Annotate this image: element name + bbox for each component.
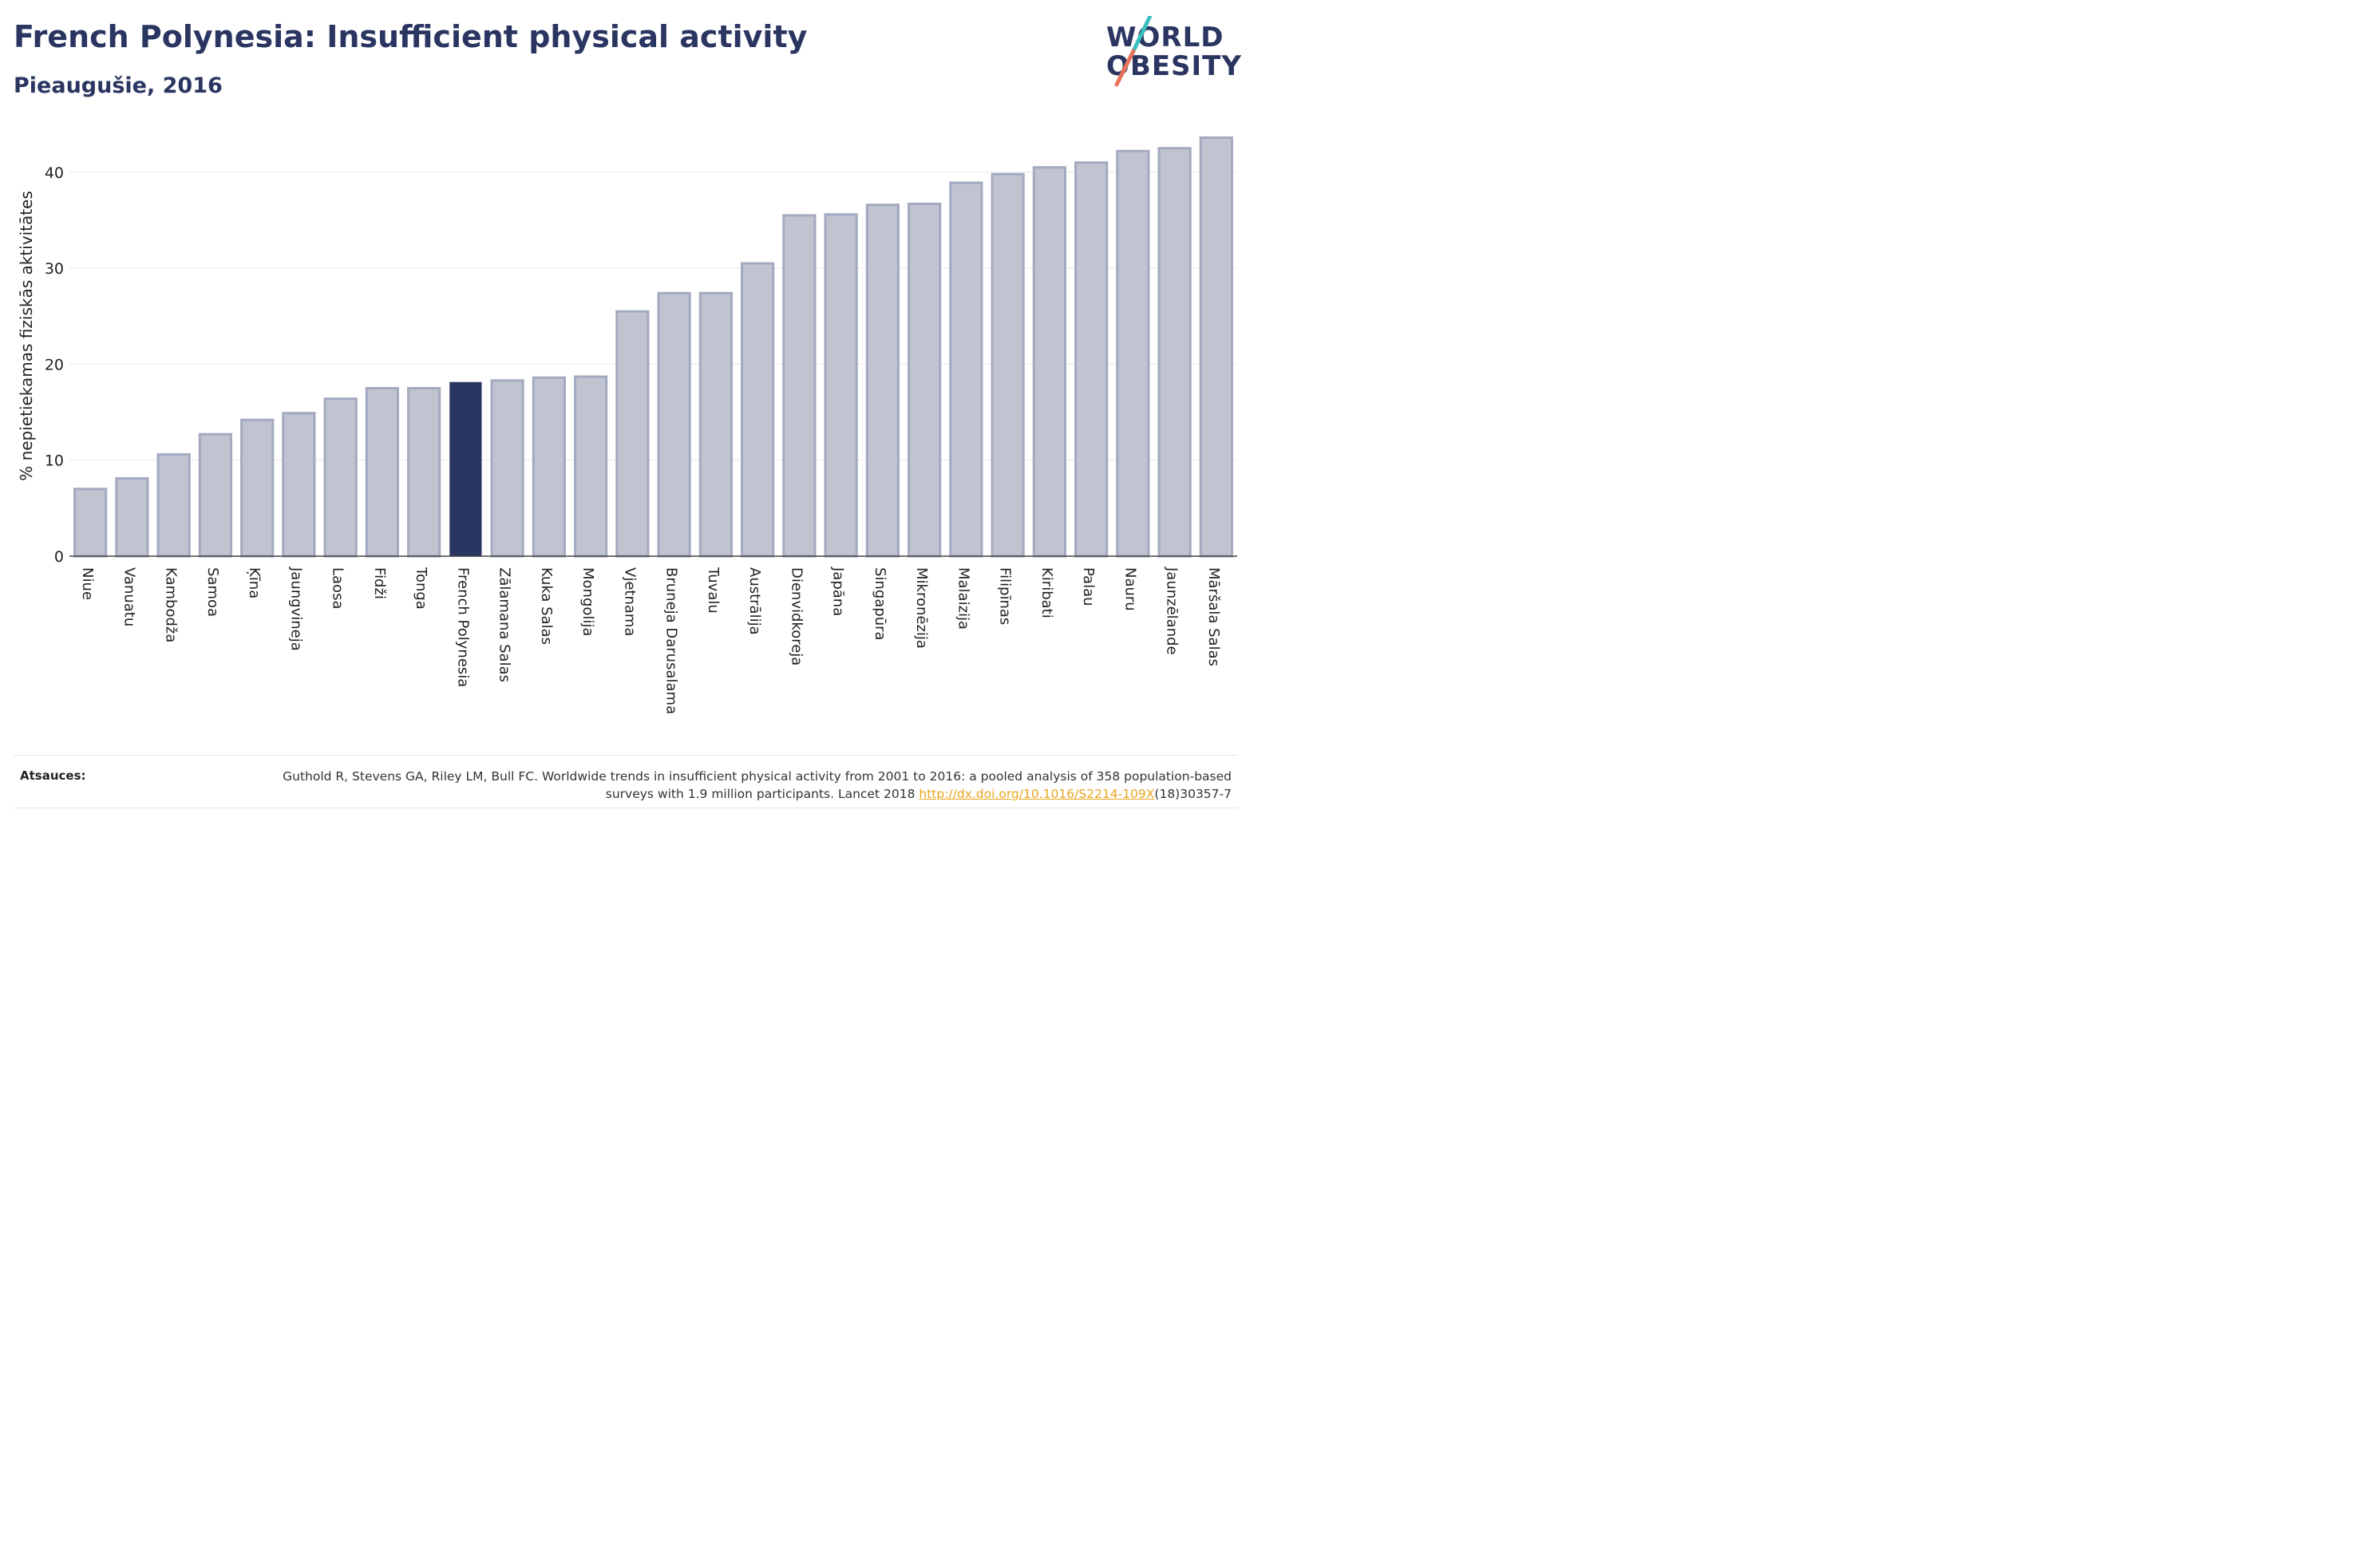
bar: [698, 291, 733, 558]
bars: [73, 136, 1233, 558]
y-axis-label: % nepietiekamas fiziskās aktivitātes: [17, 191, 36, 481]
bar: [365, 386, 399, 558]
bar: [1157, 147, 1192, 558]
y-tick-label: 30: [45, 260, 64, 278]
bar: [490, 379, 524, 558]
x-tick-label: Māršala Salas: [1205, 567, 1222, 666]
x-tick-label: Vanuatu: [121, 567, 137, 626]
bar-highlighted: [449, 381, 482, 557]
bar: [1074, 161, 1109, 558]
x-tick-label: Kiribati: [1038, 567, 1055, 618]
x-tick-label: Samoa: [204, 567, 221, 617]
chart-title: French Polynesia: Insufficient physical …: [14, 19, 808, 54]
x-tick-label: Zālamana Salas: [496, 567, 513, 682]
x-tick-label: Mongolija: [579, 567, 596, 636]
x-tick-label: Palau: [1080, 567, 1097, 606]
sources-doi-link[interactable]: http://dx.doi.org/10.1016/S2214-109X: [919, 787, 1155, 801]
x-tick-label: Austrālija: [746, 567, 763, 635]
bar: [991, 172, 1025, 558]
bar: [657, 291, 691, 558]
bar: [865, 203, 900, 558]
x-tick-label: Ķīna: [246, 567, 263, 598]
sources-citation-suffix: (18)30357-7: [1154, 787, 1232, 801]
bar: [532, 376, 566, 558]
bar: [1199, 136, 1233, 558]
bar: [949, 181, 983, 558]
bar: [908, 202, 942, 558]
x-tick-label: Laosa: [330, 567, 346, 609]
x-tick-label: Nauru: [1121, 567, 1138, 611]
bar: [615, 310, 650, 558]
y-tick-label: 0: [54, 548, 64, 566]
x-tick-labels: Niue Vanuatu Kambodža Samoa Ķīna Jaungvineja L…: [79, 567, 1222, 714]
y-tick-label: 20: [45, 356, 64, 373]
x-tick-label: Dienvidkoreja: [788, 567, 805, 666]
bar: [741, 262, 775, 558]
x-tick-label: Kambodža: [163, 567, 180, 642]
chart-subtitle: Pieaugušie, 2016: [14, 73, 223, 98]
x-tick-label: French Polynesia: [454, 567, 471, 687]
y-tick-labels: 0 10 20 30 40: [45, 164, 64, 566]
x-tick-label: Vjetnama: [621, 567, 638, 636]
bar: [574, 375, 608, 558]
bar: [282, 412, 316, 558]
bar: [782, 214, 817, 558]
bar: [198, 432, 232, 558]
sources-label: Atsauces:: [20, 768, 86, 783]
x-tick-label: Fidži: [371, 567, 388, 599]
bar: [115, 477, 149, 558]
y-tick-label: 10: [45, 452, 64, 470]
x-tick-label: Niue: [79, 567, 96, 600]
bar: [323, 397, 358, 558]
bar: [73, 488, 108, 558]
y-tick-label: 40: [45, 164, 64, 182]
x-tick-label: Filipīnas: [997, 567, 1014, 625]
logo-slash-icon: [1114, 16, 1153, 87]
x-tick-label: Jaunzēlande: [1164, 567, 1180, 655]
bar-chart: 0 10 20 30 40 Niue Vanuatu Kambodža Samoa Ķīna Ja…: [17, 136, 1237, 714]
x-tick-label: Tuvalu: [705, 567, 722, 614]
x-tick-label: Singapūra: [872, 567, 888, 641]
logo-line-1: WORLD: [1106, 22, 1224, 53]
x-tick-label: Bruneja Darusalama: [663, 567, 680, 714]
sources-citation: Guthold R, Stevens GA, Riley LM, Bull FC…: [274, 768, 1232, 803]
sources-citation-text: Guthold R, Stevens GA, Riley LM, Bull FC…: [283, 769, 1232, 801]
x-tick-label: Japāna: [830, 567, 847, 616]
bar: [156, 452, 191, 558]
bar: [1116, 149, 1150, 558]
x-tick-label: Kuka Salas: [538, 567, 555, 645]
bar: [824, 213, 858, 558]
bar: [1032, 166, 1066, 558]
world-obesity-logo: WORLD OBESITY: [1105, 16, 1241, 88]
bar: [407, 386, 441, 558]
x-tick-label: Jaungvineja: [287, 567, 304, 651]
x-tick-label: Malaizija: [955, 567, 971, 630]
bar: [240, 418, 275, 558]
x-tick-label: Mikronēzija: [913, 567, 930, 649]
footer-divider-top: [14, 755, 1238, 756]
x-tick-label: Tonga: [413, 567, 429, 610]
